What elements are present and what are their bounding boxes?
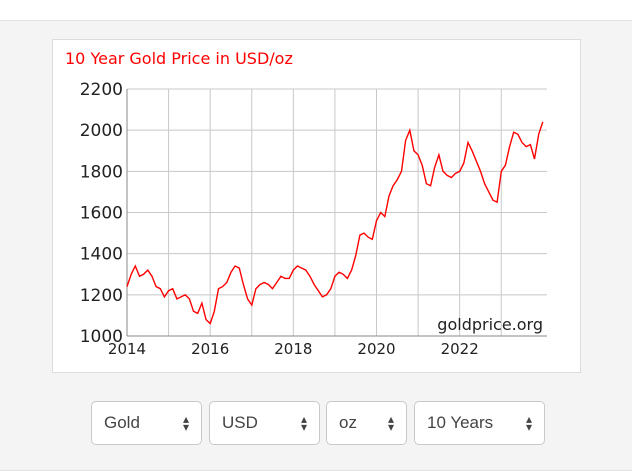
x-tick-label: 2018: [274, 340, 312, 358]
chart-controls: Gold ▴ ▾ USD ▴ ▾ oz ▴ ▾ 10 Years ▴ ▾: [0, 401, 632, 447]
metal-select-value: Gold: [104, 413, 140, 432]
x-tick-label: 2014: [108, 340, 146, 358]
x-tick-label: 2016: [191, 340, 229, 358]
y-tick-label: 1200: [80, 286, 123, 306]
metal-select[interactable]: Gold ▴ ▾: [91, 401, 202, 445]
period-select[interactable]: 10 Years ▴ ▾: [414, 401, 545, 445]
chart-panel: 10 Year Gold Price in USD/oz 1000 1200 140…: [0, 20, 632, 471]
chart-title: 10 Year Gold Price in USD/oz: [65, 49, 293, 68]
updown-caret-icon: ▴ ▾: [525, 412, 532, 434]
chart-grid: [126, 88, 547, 337]
x-axis-ticks: 2014 2016 2018 2020 2022: [108, 340, 479, 358]
y-tick-label: 2000: [80, 121, 123, 141]
updown-caret-icon: ▴ ▾: [387, 412, 394, 434]
period-select-value: 10 Years: [427, 413, 494, 432]
x-tick-label: 2020: [357, 340, 395, 358]
unit-select[interactable]: oz ▴ ▾: [326, 401, 407, 445]
y-tick-label: 1400: [80, 245, 123, 265]
y-tick-label: 2200: [80, 80, 123, 100]
currency-select[interactable]: USD ▴ ▾: [209, 401, 320, 445]
gold-chart: 10 Year Gold Price in USD/oz 1000 1200 140…: [52, 39, 581, 373]
x-tick-label: 2022: [441, 340, 479, 358]
updown-caret-icon: ▴ ▾: [300, 412, 307, 434]
gold-price-line: [126, 121, 544, 325]
chart-watermark: goldprice.org: [437, 315, 543, 334]
y-tick-label: 1600: [80, 204, 123, 224]
gold-chart-svg: 10 Year Gold Price in USD/oz 1000 1200 140…: [65, 49, 547, 358]
y-tick-label: 1000: [80, 327, 123, 347]
currency-select-value: USD: [222, 413, 258, 432]
y-axis-ticks: 1000 1200 1400 1600 1800 2000 2200: [80, 80, 123, 347]
y-tick-label: 1800: [80, 162, 123, 182]
updown-caret-icon: ▴ ▾: [182, 412, 189, 434]
unit-select-value: oz: [339, 413, 357, 432]
